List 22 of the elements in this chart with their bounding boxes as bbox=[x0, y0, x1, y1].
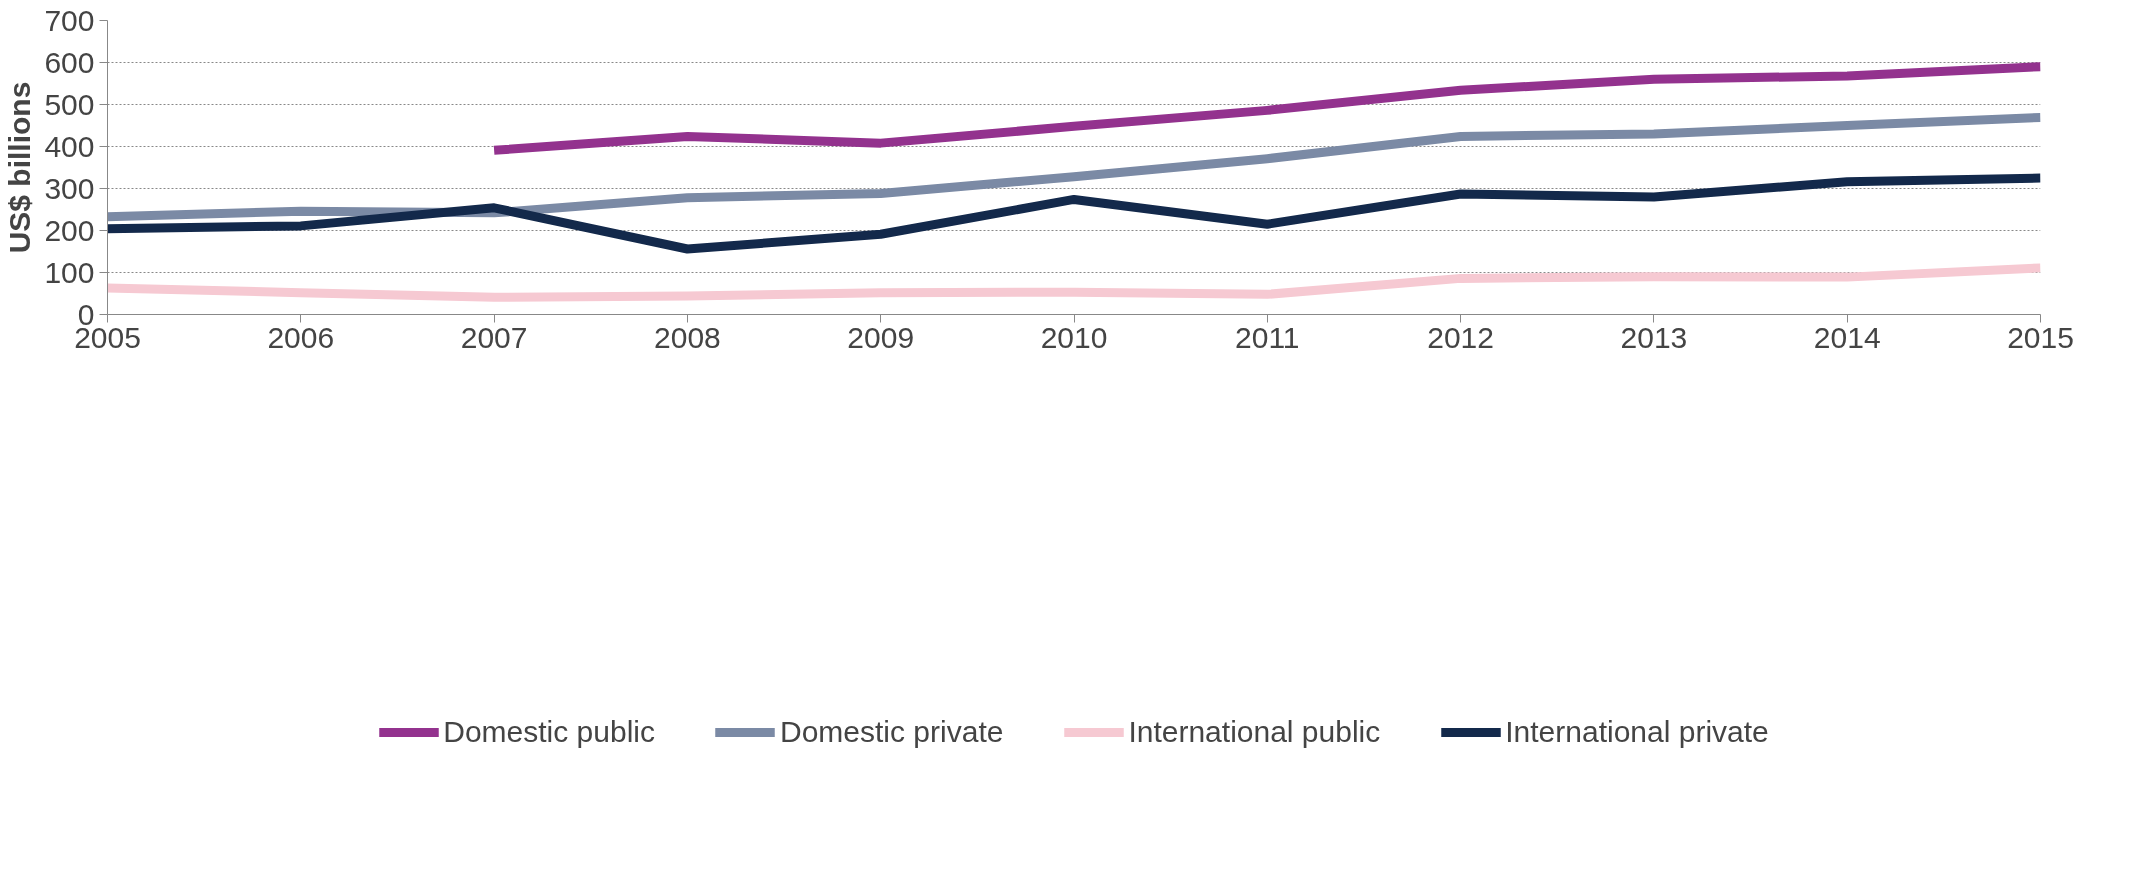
x-tick-label: 2008 bbox=[654, 320, 721, 354]
legend-label: International private bbox=[1505, 714, 1769, 749]
x-tick-label: 2013 bbox=[1620, 320, 1688, 354]
x-tick-label: 2012 bbox=[1427, 320, 1494, 354]
legend-label: Domestic private bbox=[780, 714, 1004, 749]
x-tick-label: 2014 bbox=[1813, 320, 1881, 354]
y-tick-label: 300 bbox=[44, 171, 95, 205]
x-tick-label: 2011 bbox=[1235, 320, 1300, 354]
x-tick-label: 2015 bbox=[2007, 320, 2074, 354]
y-tick-label: 100 bbox=[44, 255, 95, 289]
y-tick-label: 600 bbox=[44, 45, 95, 79]
legend-label: International public bbox=[1128, 714, 1381, 749]
x-tick-label: 2010 bbox=[1040, 320, 1108, 354]
y-tick-label: 700 bbox=[44, 3, 95, 37]
x-tick-label: 2007 bbox=[460, 320, 528, 354]
x-tick-label: 2009 bbox=[847, 320, 915, 354]
x-tick-label: 2006 bbox=[267, 320, 335, 354]
y-tick-label: 200 bbox=[44, 213, 95, 247]
legend-label: Domestic public bbox=[443, 714, 655, 749]
y-tick-label: 400 bbox=[44, 129, 95, 163]
y-axis-title: US$ billions bbox=[3, 81, 37, 254]
y-tick-label: 500 bbox=[44, 87, 95, 121]
